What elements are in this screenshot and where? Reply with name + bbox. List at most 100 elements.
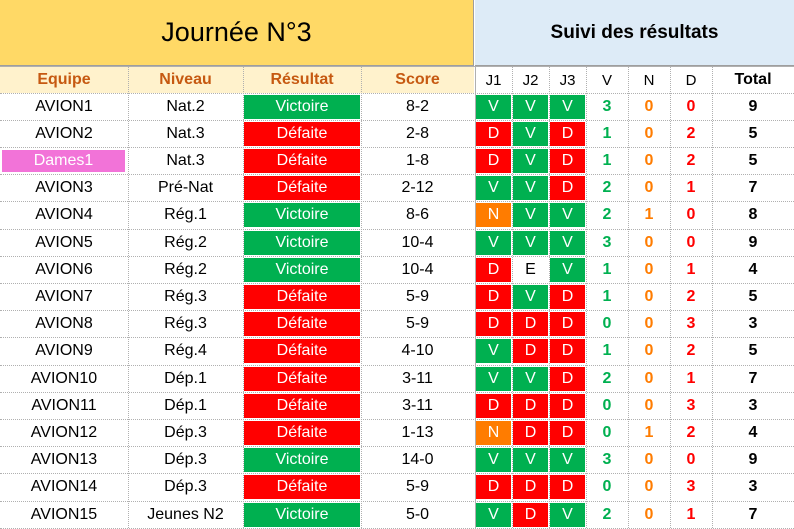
- cell-d[interactable]: 0: [686, 97, 696, 115]
- cell-score[interactable]: 3-11: [402, 369, 433, 387]
- cell-j1[interactable]: V: [476, 366, 511, 391]
- cell-n[interactable]: 0: [644, 260, 654, 278]
- cell-d[interactable]: 3: [686, 396, 696, 414]
- cell-j2[interactable]: V: [513, 230, 548, 255]
- cell-total[interactable]: 9: [748, 97, 758, 115]
- cell-j2[interactable]: E: [513, 257, 548, 282]
- cell-j1[interactable]: V: [476, 94, 511, 119]
- cell-equipe[interactable]: AVION3: [35, 179, 93, 197]
- cell-j2[interactable]: D: [513, 393, 548, 418]
- cell-j3[interactable]: D: [550, 339, 585, 364]
- cell-j2[interactable]: D: [513, 420, 548, 446]
- cell-equipe[interactable]: AVION14: [30, 478, 98, 496]
- cell-score[interactable]: 10-4: [401, 233, 434, 251]
- cell-resultat[interactable]: Défaite: [244, 312, 360, 337]
- cell-score[interactable]: 4-10: [401, 342, 434, 360]
- cell-niveau[interactable]: Rég.3: [164, 315, 207, 333]
- cell-total[interactable]: 5: [748, 151, 758, 169]
- cell-total[interactable]: 8: [748, 206, 758, 224]
- cell-score[interactable]: 2-8: [405, 124, 430, 142]
- cell-d[interactable]: 3: [686, 478, 696, 496]
- cell-d[interactable]: 2: [686, 287, 696, 305]
- cell-score[interactable]: 8-2: [405, 97, 430, 115]
- cell-total[interactable]: 4: [748, 423, 758, 441]
- cell-j2[interactable]: V: [513, 176, 548, 201]
- cell-v[interactable]: 2: [602, 206, 612, 224]
- cell-niveau[interactable]: Dép.3: [164, 423, 207, 441]
- cell-equipe[interactable]: AVION7: [35, 287, 93, 305]
- cell-j3[interactable]: D: [550, 393, 585, 418]
- cell-j1[interactable]: V: [476, 230, 511, 255]
- cell-j2[interactable]: D: [513, 312, 548, 337]
- column-header-n[interactable]: N: [628, 67, 670, 93]
- cell-j1[interactable]: D: [476, 312, 511, 337]
- cell-niveau[interactable]: Rég.4: [164, 342, 207, 360]
- cell-equipe[interactable]: AVION2: [35, 124, 93, 142]
- cell-j1[interactable]: D: [476, 121, 511, 146]
- cell-score[interactable]: 5-9: [405, 315, 430, 333]
- cell-n[interactable]: 0: [644, 151, 654, 169]
- cell-total[interactable]: 3: [748, 396, 758, 414]
- cell-j3[interactable]: V: [550, 257, 585, 282]
- cell-j2[interactable]: D: [513, 339, 548, 364]
- cell-equipe[interactable]: Dames1: [2, 149, 125, 173]
- cell-j3[interactable]: D: [550, 475, 585, 500]
- cell-n[interactable]: 0: [644, 97, 654, 115]
- cell-resultat[interactable]: Victoire: [244, 94, 360, 119]
- cell-v[interactable]: 0: [602, 396, 612, 414]
- cell-n[interactable]: 0: [644, 396, 654, 414]
- cell-j3[interactable]: V: [550, 448, 585, 473]
- cell-j2[interactable]: V: [513, 94, 548, 119]
- cell-score[interactable]: 3-11: [402, 396, 433, 414]
- cell-j3[interactable]: V: [550, 230, 585, 255]
- cell-n[interactable]: 0: [644, 342, 654, 360]
- cell-v[interactable]: 2: [602, 179, 612, 197]
- cell-resultat[interactable]: Victoire: [244, 502, 360, 527]
- cell-d[interactable]: 1: [686, 179, 696, 197]
- cell-v[interactable]: 1: [602, 151, 612, 169]
- cell-n[interactable]: 0: [644, 315, 654, 333]
- page-title[interactable]: Journée N°3: [0, 0, 474, 66]
- cell-equipe[interactable]: AVION15: [30, 505, 98, 523]
- cell-j1[interactable]: D: [476, 284, 511, 310]
- cell-n[interactable]: 0: [644, 124, 654, 142]
- cell-equipe[interactable]: AVION8: [35, 315, 93, 333]
- cell-d[interactable]: 0: [686, 233, 696, 251]
- cell-j1[interactable]: V: [476, 448, 511, 473]
- column-header-j1[interactable]: J1: [475, 67, 512, 93]
- cell-v[interactable]: 3: [602, 233, 612, 251]
- cell-n[interactable]: 0: [644, 287, 654, 305]
- cell-v[interactable]: 1: [602, 342, 612, 360]
- cell-v[interactable]: 0: [602, 423, 612, 441]
- cell-j1[interactable]: D: [476, 393, 511, 418]
- cell-j3[interactable]: V: [550, 94, 585, 119]
- cell-equipe[interactable]: AVION13: [30, 451, 98, 469]
- cell-n[interactable]: 0: [644, 478, 654, 496]
- column-header-j3[interactable]: J3: [549, 67, 586, 93]
- cell-j1[interactable]: D: [476, 475, 511, 500]
- cell-total[interactable]: 5: [748, 342, 758, 360]
- cell-niveau[interactable]: Rég.1: [164, 206, 207, 224]
- cell-niveau[interactable]: Jeunes N2: [147, 505, 224, 523]
- cell-j3[interactable]: D: [550, 121, 585, 146]
- cell-niveau[interactable]: Dép.1: [164, 369, 207, 387]
- cell-j2[interactable]: D: [513, 475, 548, 500]
- cell-total[interactable]: 9: [748, 233, 758, 251]
- cell-score[interactable]: 14-0: [401, 451, 434, 469]
- cell-v[interactable]: 3: [602, 451, 612, 469]
- cell-niveau[interactable]: Nat.2: [166, 97, 205, 115]
- cell-resultat[interactable]: Défaite: [244, 339, 360, 364]
- cell-equipe[interactable]: AVION5: [35, 233, 93, 251]
- cell-j3[interactable]: V: [550, 203, 585, 228]
- cell-niveau[interactable]: Rég.2: [164, 260, 207, 278]
- cell-score[interactable]: 10-4: [401, 260, 434, 278]
- cell-equipe[interactable]: AVION9: [35, 342, 93, 360]
- cell-d[interactable]: 0: [686, 206, 696, 224]
- cell-j1[interactable]: D: [476, 257, 511, 282]
- cell-n[interactable]: 0: [644, 179, 654, 197]
- cell-v[interactable]: 2: [602, 369, 612, 387]
- column-header-resultat[interactable]: Résultat: [243, 67, 361, 93]
- cell-total[interactable]: 7: [748, 369, 758, 387]
- cell-j2[interactable]: V: [513, 121, 548, 146]
- column-header-d[interactable]: D: [670, 67, 712, 93]
